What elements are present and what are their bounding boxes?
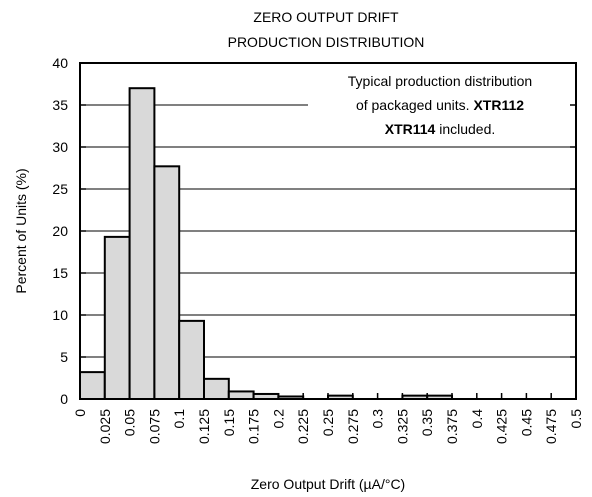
x-tick-label-0.45: 0.45 — [518, 409, 534, 436]
annotation-line-1: Typical production distribution — [348, 73, 532, 89]
bar-0 — [79, 371, 106, 400]
x-tick-label-0.225: 0.225 — [295, 409, 311, 444]
x-tick-label-0.25: 0.25 — [320, 409, 336, 436]
y-tick-label-15: 15 — [52, 265, 68, 281]
x-tick-label-0.025: 0.025 — [97, 409, 113, 444]
bar-3 — [153, 165, 181, 400]
y-tick-label-35: 35 — [52, 97, 68, 113]
x-tick-label-0.5: 0.5 — [568, 409, 584, 429]
x-tick-label-0.075: 0.075 — [146, 409, 162, 444]
x-tick-label-0.4: 0.4 — [469, 409, 485, 429]
chart-title-line-2: PRODUCTION DISTRIBUTION — [228, 34, 425, 50]
x-tick-label-0.475: 0.475 — [543, 409, 559, 444]
y-axis-ticks: 0 5 10 15 20 25 30 35 40 — [52, 55, 576, 407]
x-tick-label-0.3: 0.3 — [370, 409, 386, 429]
chart-title-line-1: ZERO OUTPUT DRIFT — [253, 9, 399, 25]
y-tick-label-20: 20 — [52, 223, 68, 239]
y-tick-label-30: 30 — [52, 139, 68, 155]
y-tick-label-10: 10 — [52, 307, 68, 323]
x-tick-label-0.35: 0.35 — [419, 409, 435, 436]
y-tick-label-5: 5 — [60, 349, 68, 365]
x-axis-label: Zero Output Drift (µA/°C) — [251, 476, 405, 492]
x-tick-label-0.375: 0.375 — [444, 409, 460, 444]
x-tick-label-0.325: 0.325 — [394, 409, 410, 444]
bar-6 — [227, 390, 255, 401]
bar-4 — [178, 319, 205, 401]
x-tick-label-0.275: 0.275 — [345, 409, 361, 444]
x-axis-ticks: 0 0.025 0.05 0.075 0.1 0.125 0.15 0.175 0.2 0.225… — [72, 393, 584, 444]
annotation-background — [308, 66, 574, 144]
bar-2 — [128, 87, 156, 400]
y-tick-label-0: 0 — [60, 391, 68, 407]
histogram-bars — [79, 87, 454, 401]
x-tick-label-0.1: 0.1 — [171, 409, 187, 429]
x-tick-label-0.15: 0.15 — [221, 409, 237, 436]
y-axis-label: Percent of Units (%) — [13, 168, 29, 293]
bar-1 — [103, 235, 131, 400]
annotation-line-2: of packaged units. XTR112 — [356, 97, 524, 113]
x-tick-label-0.125: 0.125 — [196, 409, 212, 444]
y-tick-label-40: 40 — [52, 55, 68, 71]
x-tick-label-0: 0 — [72, 409, 88, 417]
bar-5 — [203, 377, 230, 400]
x-tick-label-0.425: 0.425 — [494, 409, 510, 444]
x-tick-label-0.175: 0.175 — [246, 409, 262, 444]
x-tick-label-0.05: 0.05 — [122, 409, 138, 436]
annotation-line-3: XTR114 included. — [385, 121, 496, 137]
y-tick-label-25: 25 — [52, 181, 68, 197]
x-tick-label-0.2: 0.2 — [270, 409, 286, 429]
